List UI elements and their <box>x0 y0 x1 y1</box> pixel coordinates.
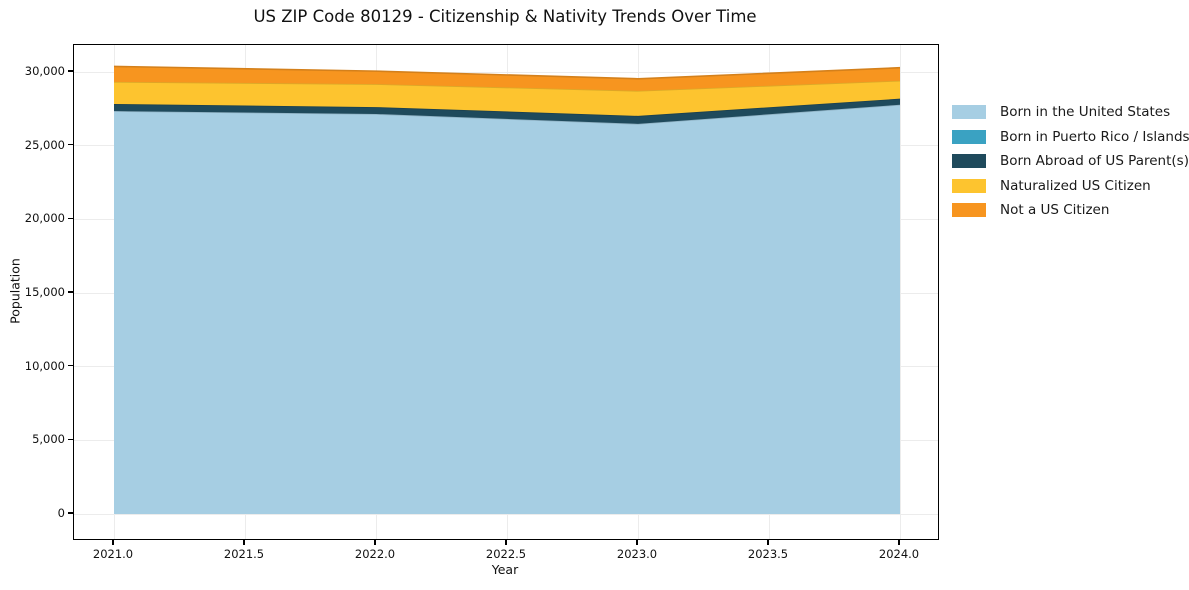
legend-label: Born in Puerto Rico / Islands <box>1000 128 1189 145</box>
y-tick-label: 0 <box>57 506 65 520</box>
x-axis-label: Year <box>491 562 519 577</box>
area-series <box>114 98 900 124</box>
legend-item: Born in Puerto Rico / Islands <box>952 129 1189 145</box>
legend-item: Born in the United States <box>952 104 1189 120</box>
plot-area <box>73 44 939 540</box>
x-tick-mark <box>636 539 638 545</box>
legend-item: Born Abroad of US Parent(s) <box>952 153 1189 169</box>
stacked-area-chart <box>113 65 901 514</box>
legend: Born in the United States Born in Puerto … <box>952 104 1189 227</box>
x-tick-mark <box>505 539 507 545</box>
x-tick-label: 2022.5 <box>485 547 527 561</box>
x-tick-mark <box>112 539 114 545</box>
x-tick-mark <box>374 539 376 545</box>
legend-label: Born Abroad of US Parent(s) <box>1000 153 1189 169</box>
legend-item: Naturalized US Citizen <box>952 178 1189 194</box>
y-tick-mark <box>67 70 73 72</box>
legend-item: Not a US Citizen <box>952 202 1189 218</box>
y-tick-label: 15,000 <box>24 285 65 299</box>
area-series <box>114 66 900 91</box>
y-tick-label: 30,000 <box>24 64 65 78</box>
y-tick-mark <box>67 364 73 367</box>
legend-swatch <box>952 203 986 217</box>
area-series <box>114 80 900 116</box>
y-tick-label: 20,000 <box>24 211 65 226</box>
x-tick-label: 2024.0 <box>878 547 920 561</box>
y-tick-mark <box>67 143 73 146</box>
legend-label: Born in the United States <box>1000 104 1171 120</box>
x-tick-label: 2021.0 <box>92 547 134 561</box>
y-tick-mark <box>67 512 73 514</box>
x-tick-label: 2021.5 <box>223 547 265 561</box>
legend-label: Not a US Citizen <box>1000 202 1110 218</box>
y-tick-label: 10,000 <box>24 358 65 373</box>
x-tick-label: 2022.0 <box>354 547 396 561</box>
legend-swatch <box>952 178 986 193</box>
legend-swatch <box>952 105 986 119</box>
legend-label: Naturalized US Citizen <box>1000 177 1151 194</box>
y-tick-mark <box>67 291 73 293</box>
x-tick-label: 2023.0 <box>616 547 658 561</box>
gridline-horizontal <box>74 71 938 73</box>
x-tick-mark <box>767 539 769 545</box>
x-tick-mark <box>243 539 245 545</box>
area-series-edge <box>113 65 901 80</box>
x-tick-label: 2023.5 <box>747 547 789 561</box>
y-tick-label: 25,000 <box>24 137 65 152</box>
x-tick-mark <box>898 539 900 545</box>
y-tick-label: 5,000 <box>32 432 65 447</box>
legend-swatch <box>952 129 986 144</box>
y-tick-mark <box>67 438 73 441</box>
chart-title: US ZIP Code 80129 - Citizenship & Nativi… <box>253 7 757 26</box>
legend-swatch <box>952 154 986 168</box>
area-series <box>114 104 900 514</box>
y-tick-mark <box>67 217 73 220</box>
